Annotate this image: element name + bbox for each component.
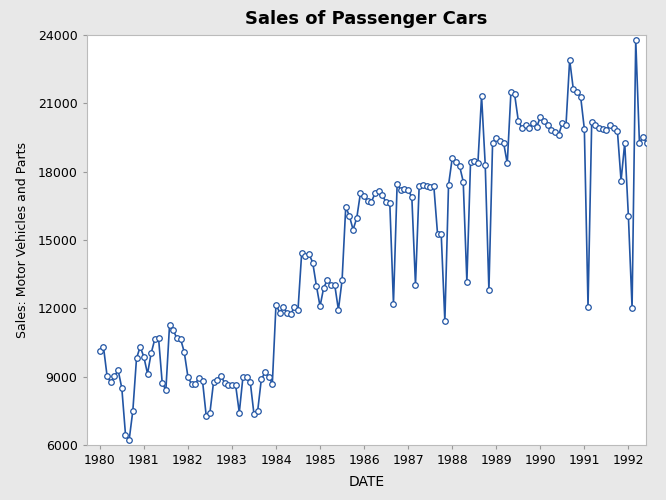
- Y-axis label: Sales: Motor Vehicles and Parts: Sales: Motor Vehicles and Parts: [17, 142, 29, 338]
- X-axis label: DATE: DATE: [348, 476, 384, 490]
- Title: Sales of Passenger Cars: Sales of Passenger Cars: [245, 10, 488, 28]
